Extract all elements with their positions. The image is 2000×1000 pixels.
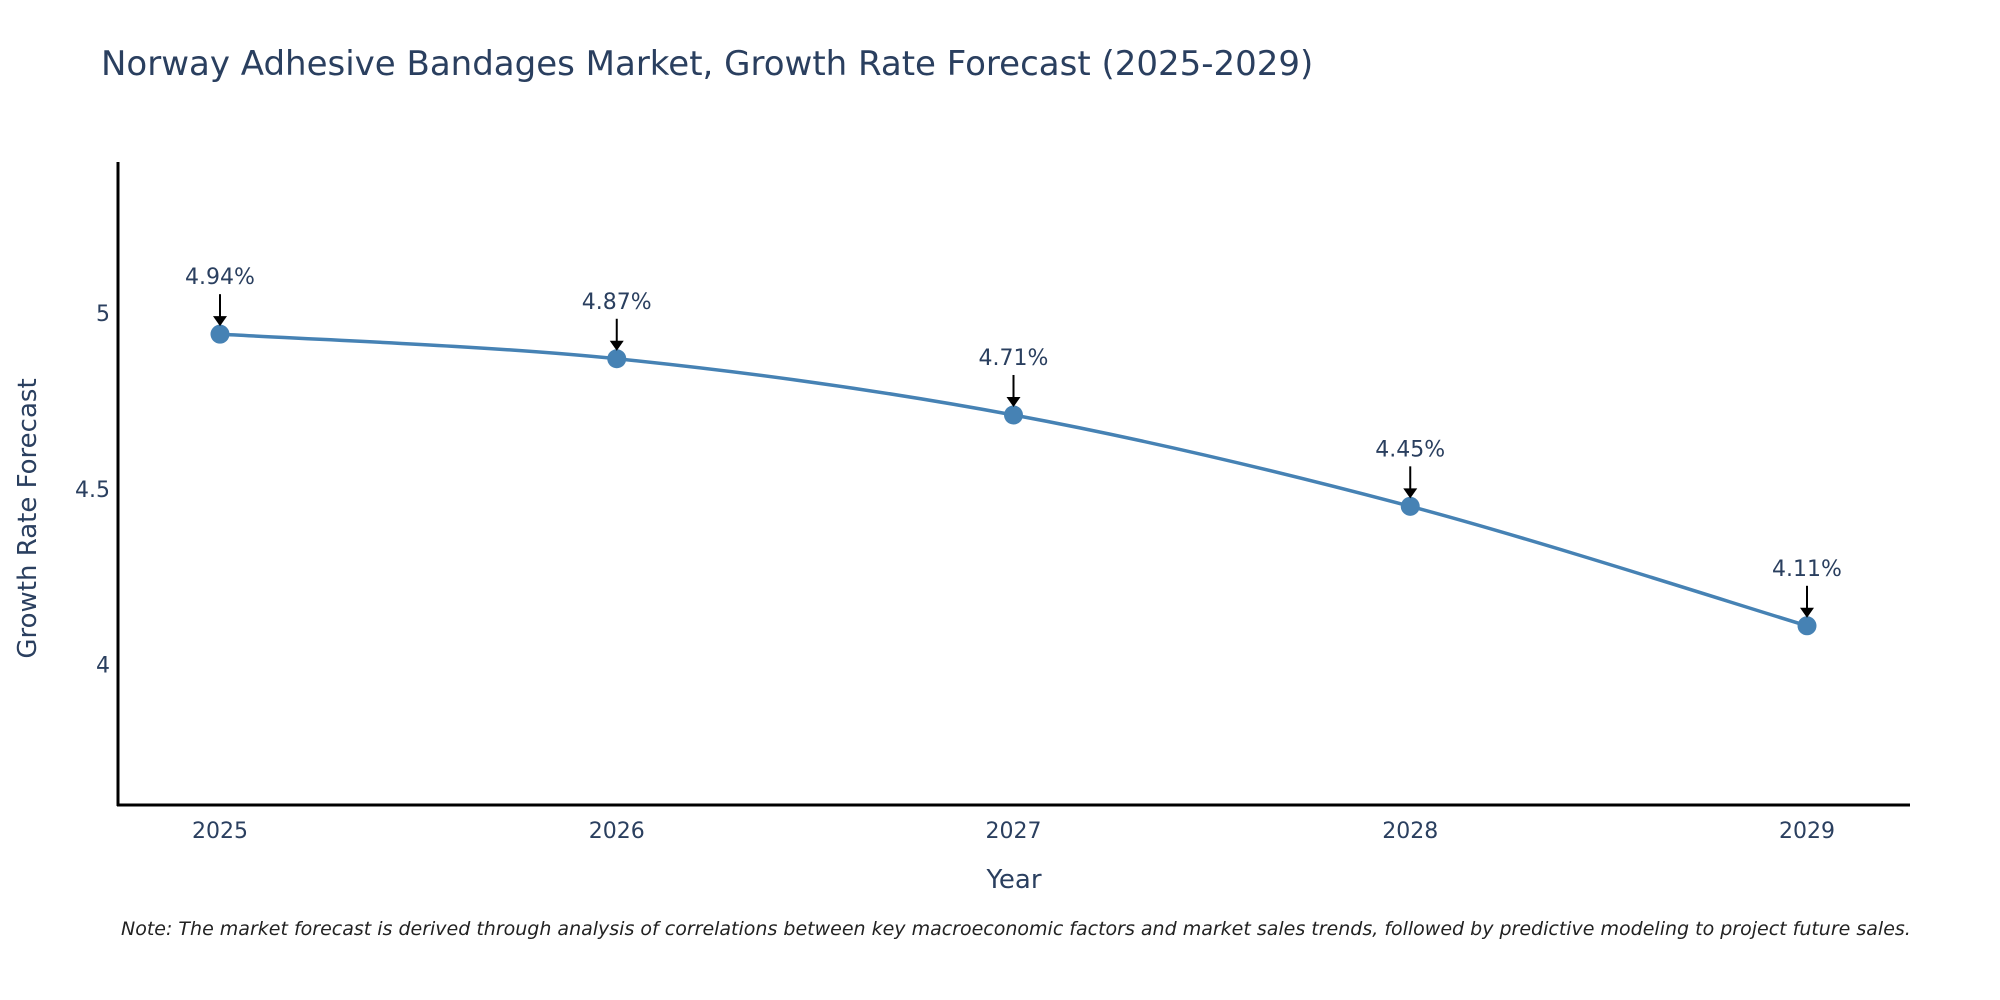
data-annotations: 4.94% 4.87% 4.71% 4.45% 4.11% xyxy=(185,265,1842,618)
x-tick-label: 2029 xyxy=(1779,819,1835,844)
axes xyxy=(116,162,1910,807)
data-point[interactable] xyxy=(607,349,627,369)
annotation-arrow-head xyxy=(213,316,227,327)
y-tick-label: 5 xyxy=(96,302,110,327)
x-axis-title: Year xyxy=(985,865,1041,895)
annotation-arrow-head xyxy=(1006,396,1021,407)
data-points xyxy=(210,324,1817,636)
x-tick-label: 2028 xyxy=(1382,819,1438,844)
data-label: 4.87% xyxy=(582,290,652,315)
chart-title: Norway Adhesive Bandages Market, Growth … xyxy=(101,44,1314,84)
x-tick-label: 2026 xyxy=(589,819,645,844)
annotation-arrow-head xyxy=(1403,488,1418,499)
data-point[interactable] xyxy=(1400,496,1420,516)
chart-note: Note: The market forecast is derived thr… xyxy=(121,918,1911,940)
x-tick-label: 2025 xyxy=(192,819,248,844)
y-tick-label: 4 xyxy=(96,653,110,678)
x-tick-label: 2027 xyxy=(986,819,1042,844)
data-label: 4.71% xyxy=(979,346,1049,371)
data-label: 4.45% xyxy=(1375,437,1445,462)
y-axis-title: Growth Rate Forecast xyxy=(13,378,43,658)
y-tick-label: 4.5 xyxy=(75,478,110,503)
data-point[interactable] xyxy=(1797,616,1817,636)
annotation-arrow-head xyxy=(609,340,624,351)
tick-labels: 2025 2026 2027 2028 2029 4 4.5 5 xyxy=(75,302,1835,844)
data-label: 4.94% xyxy=(185,265,255,290)
data-point[interactable] xyxy=(1004,405,1023,425)
data-label: 4.11% xyxy=(1772,557,1842,582)
data-point[interactable] xyxy=(210,324,230,344)
annotation-arrow-head xyxy=(1800,607,1814,618)
